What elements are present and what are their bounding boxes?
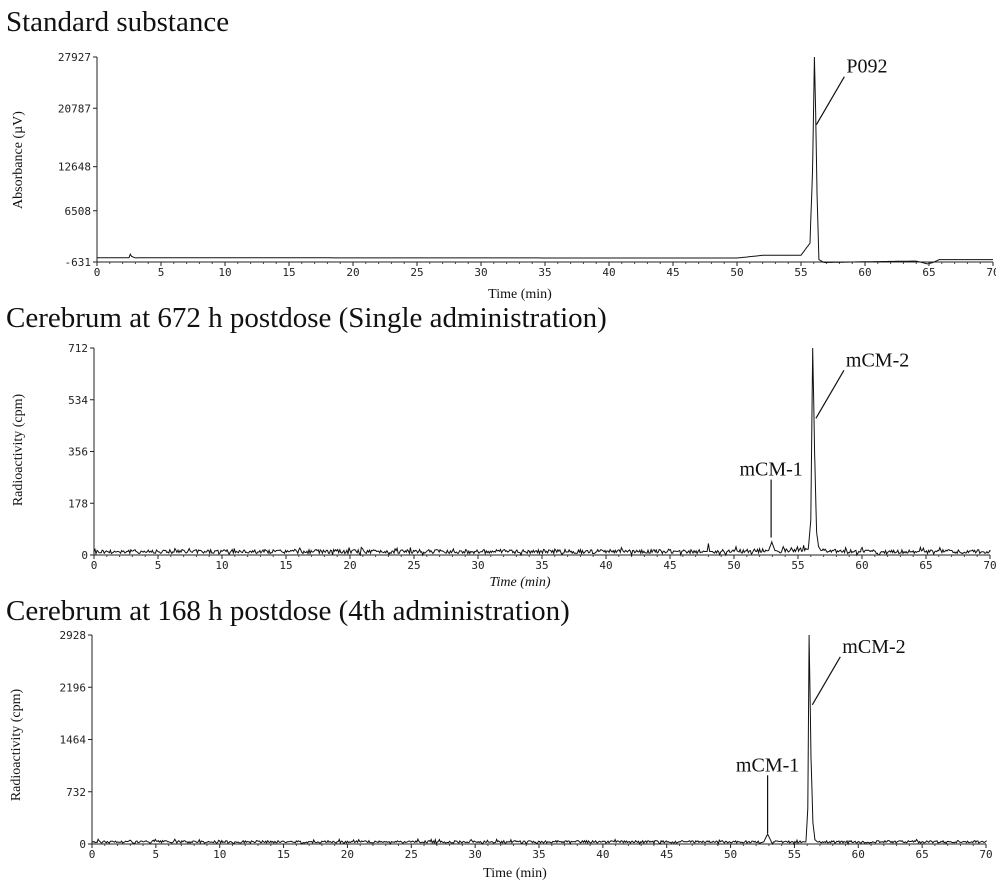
y-tick-label: 2928 bbox=[60, 629, 87, 642]
y-axis-label: Radioactivity (cpm) bbox=[9, 688, 24, 801]
x-tick-label: 20 bbox=[341, 848, 354, 861]
series-line bbox=[94, 348, 990, 555]
x-tick-label: 30 bbox=[471, 559, 484, 572]
x-tick-label: 50 bbox=[727, 559, 740, 572]
y-tick-label: 1464 bbox=[60, 734, 87, 747]
peak-label: P092 bbox=[846, 56, 887, 78]
y-tick-label: 534 bbox=[68, 394, 88, 407]
peak-label: mCM-2 bbox=[846, 349, 909, 371]
y-tick-label: -631 bbox=[65, 256, 92, 269]
x-tick-label: 45 bbox=[663, 559, 676, 572]
x-tick-label: 20 bbox=[343, 559, 356, 572]
x-tick-label: 65 bbox=[916, 848, 929, 861]
x-tick-label: 25 bbox=[407, 559, 420, 572]
x-tick-label: 50 bbox=[730, 266, 743, 279]
y-tick-label: 20787 bbox=[58, 102, 91, 115]
y-tick-label: 178 bbox=[68, 497, 88, 510]
x-tick-label: 35 bbox=[535, 559, 548, 572]
peak-label: mCM-1 bbox=[739, 459, 802, 481]
x-tick-label: 65 bbox=[922, 266, 935, 279]
series-line bbox=[92, 635, 986, 844]
chart-panel-3: Cerebrum at 168 h postdose (4th administ… bbox=[0, 595, 996, 884]
annotation-leader bbox=[816, 370, 844, 418]
x-tick-label: 15 bbox=[277, 848, 290, 861]
x-tick-label: 35 bbox=[538, 266, 551, 279]
x-tick-label: 40 bbox=[599, 559, 612, 572]
x-tick-label: 20 bbox=[346, 266, 359, 279]
chart-1: Absorbance (µV) Time (min) 0 5 10 15 20 25 30 3… bbox=[0, 0, 996, 300]
x-tick-label: 55 bbox=[791, 559, 804, 572]
y-tick-label: 12648 bbox=[58, 161, 91, 174]
x-tick-label: 55 bbox=[794, 266, 807, 279]
y-tick-label: 0 bbox=[81, 549, 88, 562]
peak-label: mCM-2 bbox=[842, 636, 905, 658]
x-tick-label: 10 bbox=[218, 266, 231, 279]
x-tick-label: 40 bbox=[602, 266, 615, 279]
x-tick-label: 70 bbox=[983, 559, 996, 572]
x-tick-label: 25 bbox=[410, 266, 423, 279]
x-tick-label: 0 bbox=[91, 559, 98, 572]
x-tick-label: 55 bbox=[788, 848, 801, 861]
x-tick-label: 5 bbox=[155, 559, 162, 572]
x-tick-label: 45 bbox=[666, 266, 679, 279]
x-tick-label: 10 bbox=[215, 559, 228, 572]
x-tick-label: 10 bbox=[213, 848, 226, 861]
x-tick-label: 0 bbox=[89, 848, 96, 861]
x-tick-label: 45 bbox=[660, 848, 673, 861]
x-tick-label: 15 bbox=[282, 266, 295, 279]
y-tick-label: 2196 bbox=[60, 681, 87, 694]
peak-label: mCM-1 bbox=[736, 754, 799, 776]
x-tick-label: 30 bbox=[469, 848, 482, 861]
annotation-leader bbox=[812, 657, 840, 705]
x-tick-label: 40 bbox=[596, 848, 609, 861]
chart-3: Radioactivity (cpm) Time (min) 0 5 10 15 20 2… bbox=[0, 595, 996, 884]
x-tick-label: 60 bbox=[855, 559, 868, 572]
chart-2: Radioactivity (cpm) Time (min) 0 5 10 15 20 2… bbox=[0, 300, 996, 595]
x-tick-label: 30 bbox=[474, 266, 487, 279]
x-tick-label: 60 bbox=[852, 848, 865, 861]
x-tick-label: 70 bbox=[979, 848, 992, 861]
y-tick-label: 6508 bbox=[65, 205, 92, 218]
x-tick-label: 50 bbox=[724, 848, 737, 861]
x-tick-label: 25 bbox=[405, 848, 418, 861]
y-axis-label: Absorbance (µV) bbox=[11, 111, 26, 209]
x-tick-label: 0 bbox=[94, 266, 101, 279]
chart-panel-1: Standard substance Absorbance (µV) Time … bbox=[0, 0, 996, 300]
x-tick-label: 35 bbox=[532, 848, 545, 861]
x-tick-label: 5 bbox=[153, 848, 160, 861]
y-tick-label: 27927 bbox=[58, 51, 91, 64]
x-tick-label: 65 bbox=[919, 559, 932, 572]
x-tick-label: 60 bbox=[858, 266, 871, 279]
x-tick-label: 15 bbox=[279, 559, 292, 572]
x-axis-label: Time (min) bbox=[483, 866, 547, 881]
y-tick-label: 732 bbox=[66, 786, 86, 799]
y-axis-label: Radioactivity (cpm) bbox=[11, 393, 26, 506]
x-tick-label: 5 bbox=[158, 266, 165, 279]
series-line bbox=[97, 57, 993, 264]
y-tick-label: 712 bbox=[68, 342, 88, 355]
x-tick-label: 70 bbox=[986, 266, 996, 279]
y-tick-label: 356 bbox=[68, 446, 88, 459]
chart-panel-2: Cerebrum at 672 h postdose (Single admin… bbox=[0, 300, 996, 595]
annotation-leader bbox=[816, 77, 844, 125]
y-tick-label: 0 bbox=[79, 838, 86, 851]
x-axis-label: Time (min) bbox=[489, 575, 550, 590]
